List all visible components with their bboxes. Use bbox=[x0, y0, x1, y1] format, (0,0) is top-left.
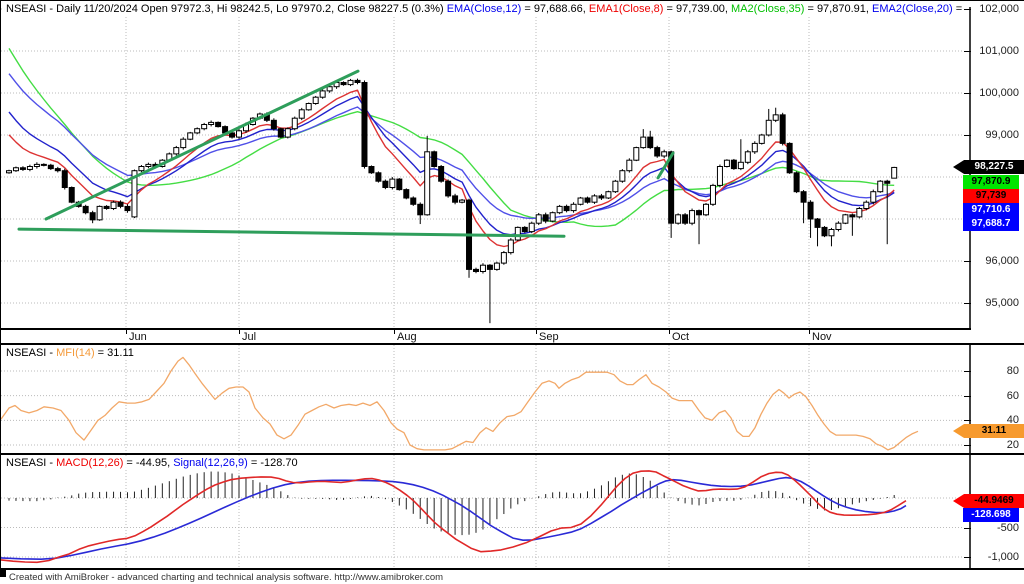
y-axis-tick bbox=[964, 135, 971, 136]
footer-credit-text: Created with AmiBroker - advanced charti… bbox=[9, 572, 444, 583]
ma2-value: = 97,870.91, bbox=[804, 3, 872, 15]
signal-indicator-value: = -128.70 bbox=[247, 457, 298, 469]
x-axis-label: Jun bbox=[129, 331, 147, 343]
y-axis-label: 101,000 bbox=[979, 45, 1019, 57]
signal-line bbox=[1, 476, 907, 560]
x-axis-tick bbox=[126, 330, 127, 334]
macd-line bbox=[1, 470, 907, 564]
macd-panel: NSEASI - MACD(12,26) = -44.95, Signal(12… bbox=[0, 453, 1024, 568]
x-axis-label: Aug bbox=[397, 331, 417, 343]
ma-line-EMA1(Close,8) bbox=[8, 89, 895, 248]
y-axis-tick bbox=[964, 303, 971, 304]
mfi-indicator-value: = 31.11 bbox=[94, 347, 134, 359]
y-axis-label: 96,000 bbox=[985, 255, 1019, 267]
footer-marker bbox=[0, 570, 6, 577]
x-axis-tick bbox=[809, 330, 810, 334]
y-axis-tick bbox=[964, 371, 971, 372]
mfi-panel: NSEASI - MFI(14) = 31.11 80 60 40 20 31.11 bbox=[0, 343, 1024, 453]
y-axis-label: 95,000 bbox=[985, 297, 1019, 309]
value-badge: 97,688.7 bbox=[963, 217, 1019, 231]
y-axis-label: -500 bbox=[996, 521, 1019, 534]
mfi-line bbox=[1, 356, 919, 451]
mfi-title-prefix: NSEASI - bbox=[6, 347, 57, 359]
macd-indicator-value: = -44.95, bbox=[123, 457, 174, 469]
trendline bbox=[44, 69, 360, 221]
y-axis-label: 40 bbox=[1006, 414, 1019, 427]
x-axis-tick bbox=[239, 330, 240, 334]
x-axis-label: Jul bbox=[242, 331, 257, 343]
y-axis-tick bbox=[964, 557, 971, 558]
ema2-value: = bbox=[952, 3, 963, 15]
value-badge: 98,227.5 bbox=[953, 160, 1024, 174]
price-chart-canvas[interactable] bbox=[1, 1, 971, 329]
y-axis-tick bbox=[964, 93, 971, 94]
trendline bbox=[656, 151, 675, 180]
value-badge: 97,710.6 bbox=[963, 203, 1019, 217]
value-badge: 31.11 bbox=[953, 424, 1024, 438]
value-badge: 97,739 bbox=[963, 189, 1019, 203]
ma-line-EMA(Close,12) bbox=[8, 95, 895, 236]
y-axis-label: 102,000 bbox=[979, 3, 1019, 15]
x-axis-label: Sep bbox=[539, 331, 559, 343]
macd-title-prefix: NSEASI - bbox=[6, 457, 57, 469]
trendline bbox=[17, 227, 566, 238]
x-axis-tick bbox=[669, 330, 670, 334]
y-axis-tick bbox=[964, 261, 971, 262]
ma-line-MA2(Close,35) bbox=[8, 48, 895, 228]
y-axis-tick bbox=[964, 51, 971, 52]
y-axis-tick bbox=[964, 420, 971, 422]
price-panel-title: NSEASI - Daily 11/20/2024 Open 97972.3, … bbox=[4, 3, 965, 16]
price-x-axis: Jun Jul Aug Sep Oct Nov bbox=[1, 329, 971, 344]
ema12-label: EMA(Close,12) bbox=[446, 3, 522, 15]
macd-histogram bbox=[8, 471, 895, 536]
y-axis-tick bbox=[964, 444, 971, 446]
price-panel: NSEASI - Daily 11/20/2024 Open 97972.3, … bbox=[0, 1, 1024, 343]
footer: Created with AmiBroker - advanced charti… bbox=[0, 568, 1024, 584]
y-axis-label: 99,000 bbox=[985, 129, 1019, 141]
macd-chart-canvas[interactable] bbox=[1, 455, 971, 568]
candles-group bbox=[6, 78, 898, 324]
y-axis-tick bbox=[964, 527, 971, 529]
y-axis-label: 100,000 bbox=[979, 87, 1019, 99]
ema2-label: EMA2(Close,20) bbox=[872, 3, 953, 15]
ema1-label: EMA1(Close,8) bbox=[588, 3, 664, 15]
price-title-ohlc: NSEASI - Daily 11/20/2024 Open 97972.3, … bbox=[6, 3, 447, 15]
value-badge: 97,870.9 bbox=[963, 175, 1019, 189]
y-axis-tick bbox=[964, 395, 971, 397]
ma-line-EMA2(Close,20) bbox=[8, 73, 895, 220]
price-y-axis: 102,000 101,000 100,000 99,000 96,000 95,000 bbox=[971, 1, 1024, 329]
macd-panel-title: NSEASI - MACD(12,26) = -44.95, Signal(12… bbox=[4, 457, 300, 470]
x-axis-tick bbox=[536, 330, 537, 334]
x-axis-label: Oct bbox=[672, 331, 690, 343]
x-axis-tick bbox=[394, 330, 395, 334]
macd-y-axis: -500 -1,000 bbox=[971, 455, 1024, 568]
ema1-value: = 97,739.00, bbox=[663, 3, 732, 15]
mfi-panel-title: NSEASI - MFI(14) = 31.11 bbox=[4, 347, 136, 360]
value-badge: -44.9469 bbox=[953, 494, 1024, 508]
ema12-value: = 97,688.66, bbox=[521, 3, 589, 15]
y-axis-tick bbox=[964, 9, 971, 10]
y-axis-label: 80 bbox=[1006, 365, 1019, 377]
mfi-y-axis: 80 60 40 20 bbox=[971, 345, 1024, 453]
mfi-chart-canvas[interactable] bbox=[1, 345, 971, 453]
x-axis-label: Nov bbox=[812, 331, 832, 343]
y-axis-label: 20 bbox=[1006, 438, 1019, 451]
y-axis-label: 60 bbox=[1006, 389, 1019, 402]
ma2-label: MA2(Close,35) bbox=[731, 3, 805, 15]
y-axis-label: -1,000 bbox=[987, 551, 1019, 563]
macd-indicator-label: MACD(12,26) bbox=[56, 457, 124, 469]
mfi-indicator-label: MFI(14) bbox=[56, 347, 95, 359]
signal-indicator-label: Signal(12,26,9) bbox=[173, 457, 248, 469]
value-badge: -128.698 bbox=[963, 508, 1019, 522]
